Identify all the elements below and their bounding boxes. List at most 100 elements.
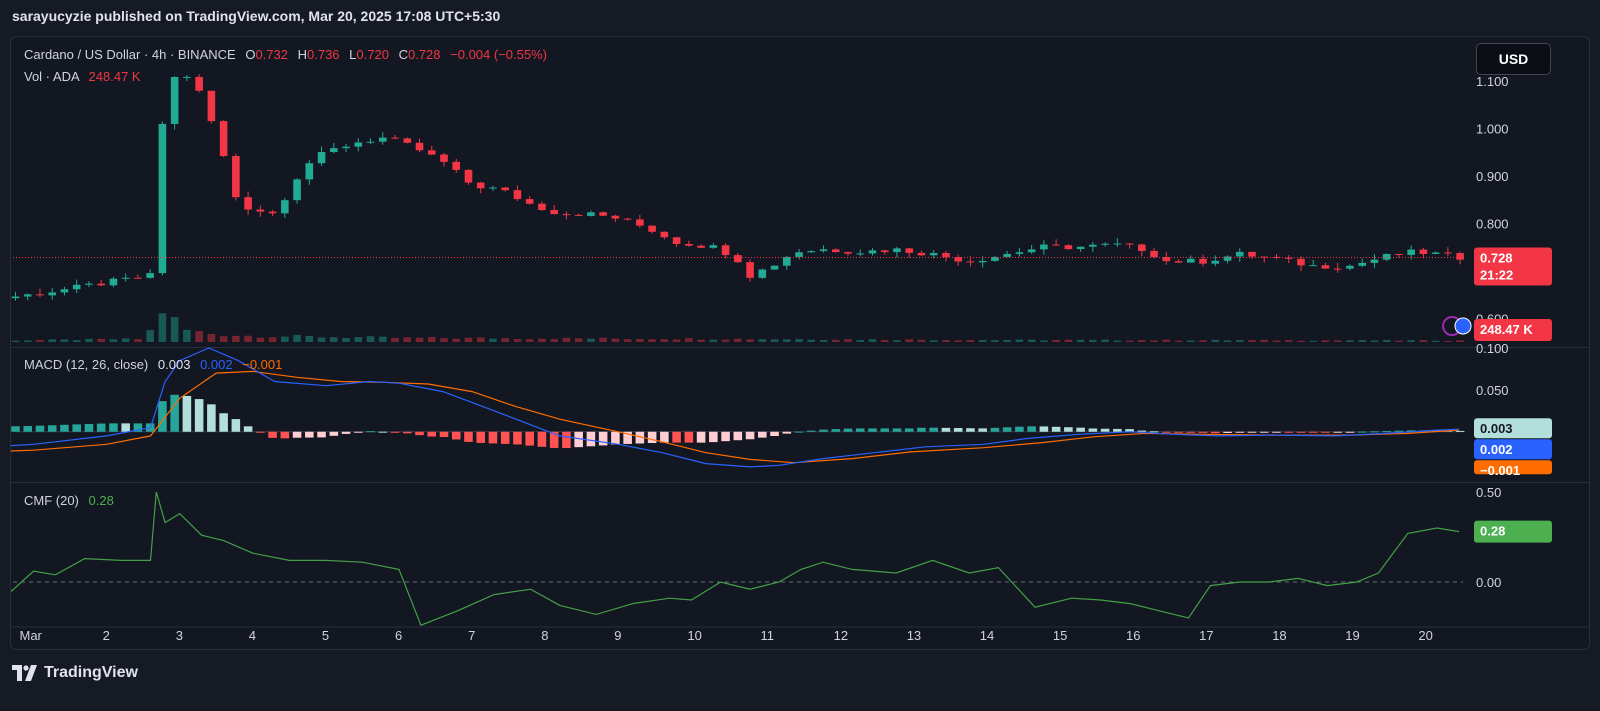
candle-body — [219, 121, 228, 157]
currency-button[interactable]: USD — [1476, 43, 1551, 75]
candle-body — [60, 289, 69, 293]
cmf-label[interactable]: CMF (20) — [24, 493, 79, 508]
candle-body — [844, 252, 852, 254]
candle-body — [1309, 265, 1318, 267]
tradingview-logo-icon — [12, 665, 37, 681]
candle-body — [109, 278, 118, 286]
volume-bar — [11, 340, 20, 342]
candle-body — [978, 260, 987, 263]
volume-bar — [574, 338, 583, 342]
volume-badge-text: 248.47 K — [1480, 322, 1533, 337]
candle-body — [672, 237, 681, 245]
volume-bar — [538, 338, 546, 342]
volume-bar — [1150, 340, 1158, 342]
candle-body — [366, 141, 375, 143]
macd-histogram-bar — [1113, 428, 1122, 432]
macd-histogram-bar — [794, 431, 804, 433]
price-badge-text: 21:22 — [1480, 267, 1513, 282]
macd-histogram-bar — [953, 428, 963, 432]
volume-bar — [672, 339, 681, 342]
time-tick-label: 15 — [1053, 628, 1067, 643]
volume-bar — [1052, 340, 1060, 342]
volume-bar — [158, 313, 167, 342]
volume-bar — [660, 339, 669, 342]
candle-body — [378, 137, 387, 142]
cmf-badge — [1474, 520, 1552, 543]
candle-body — [562, 214, 571, 216]
symbol-title[interactable]: Cardano / US Dollar · 4h · BINANCE — [24, 47, 236, 62]
macd-histogram-bar — [537, 431, 547, 447]
high-value: 0.736 — [307, 47, 340, 62]
candle-body — [1162, 257, 1171, 262]
chart-canvas[interactable]: 1.1001.0000.9000.8000.6000.1000.0500.500… — [11, 37, 1590, 650]
macd-histogram-bar — [415, 431, 424, 436]
volume-bar — [501, 338, 509, 342]
candle-body — [1395, 253, 1403, 255]
volume-bar — [905, 339, 914, 342]
candle-body — [23, 294, 32, 297]
price-badge-text: 0.728 — [1480, 250, 1513, 265]
volume-bar — [1456, 340, 1464, 342]
macd-histogram-bar — [35, 425, 45, 432]
volume-bar — [72, 340, 81, 342]
macd-histogram-bar — [1394, 430, 1404, 432]
macd-histogram-bar — [292, 431, 302, 438]
candle-body — [1174, 261, 1183, 263]
macd-histogram-bar — [329, 431, 339, 436]
macd-histogram-bar — [500, 431, 510, 444]
macd-histogram-bar — [1259, 431, 1269, 433]
volume-bar — [1174, 340, 1183, 342]
macd-histogram-bar — [1064, 427, 1073, 432]
volume-bar — [1272, 340, 1281, 342]
macd-histogram-bar — [378, 431, 388, 433]
volume-bar — [489, 338, 497, 342]
histogram-badge-text: −0.001 — [1480, 463, 1520, 478]
candle-body — [1089, 244, 1097, 247]
volume-bar — [929, 340, 938, 342]
candle-body — [1113, 243, 1122, 245]
candle-body — [489, 187, 497, 189]
macd-histogram-bar — [1015, 426, 1024, 432]
time-tick-label: 3 — [176, 628, 183, 643]
time-tick-label: 19 — [1345, 628, 1359, 643]
candle-body — [183, 76, 191, 78]
macd-histogram-bar — [1223, 431, 1232, 434]
macd-histogram-bar — [941, 427, 951, 432]
time-tick-label: 8 — [541, 628, 548, 643]
chart-panel[interactable]: 1.100 1.000 0.900 0.800 0.600 0.100 0.050 0.50 0… — [10, 36, 1590, 650]
candle-body — [170, 76, 179, 124]
volume-bar — [354, 337, 363, 342]
volume-bar — [219, 336, 228, 342]
volume-bar — [758, 339, 767, 342]
macd-histogram-bar — [256, 431, 265, 433]
volume-bar — [795, 339, 803, 342]
macd-histogram-bar — [47, 425, 57, 432]
macd-legend: MACD (12, 26, close) 0.003 0.002 −0.001 — [24, 357, 282, 372]
macd-histogram-bar — [1272, 431, 1281, 433]
macd-label[interactable]: MACD (12, 26, close) — [24, 357, 149, 372]
time-tick-label: 6 — [395, 628, 402, 643]
candle-body — [648, 225, 656, 232]
volume-bar — [109, 339, 118, 342]
volume-bar — [782, 339, 791, 342]
volume-bar — [599, 337, 607, 342]
volume-bar — [623, 339, 632, 342]
volume-bar — [1138, 340, 1146, 342]
volume-label[interactable]: Vol · ADA — [24, 69, 79, 84]
signal-badge — [1474, 439, 1552, 460]
us-flag-icon — [1454, 317, 1472, 335]
volume-bar — [1309, 340, 1318, 342]
candle-body — [1015, 252, 1024, 254]
candle-body — [1333, 268, 1342, 270]
price-tick-label: 1.100 — [1476, 74, 1509, 89]
time-tick-label: 4 — [249, 628, 256, 643]
candle-body — [697, 245, 705, 248]
macd-histogram-bar — [1284, 431, 1294, 433]
candle-body — [317, 152, 326, 164]
macd-histogram-bar — [1149, 431, 1159, 433]
time-tick-label: 20 — [1418, 628, 1432, 643]
volume-bar — [452, 338, 461, 342]
candle-body — [1199, 258, 1207, 264]
volume-bar — [721, 339, 730, 342]
candle-body — [1003, 253, 1011, 257]
